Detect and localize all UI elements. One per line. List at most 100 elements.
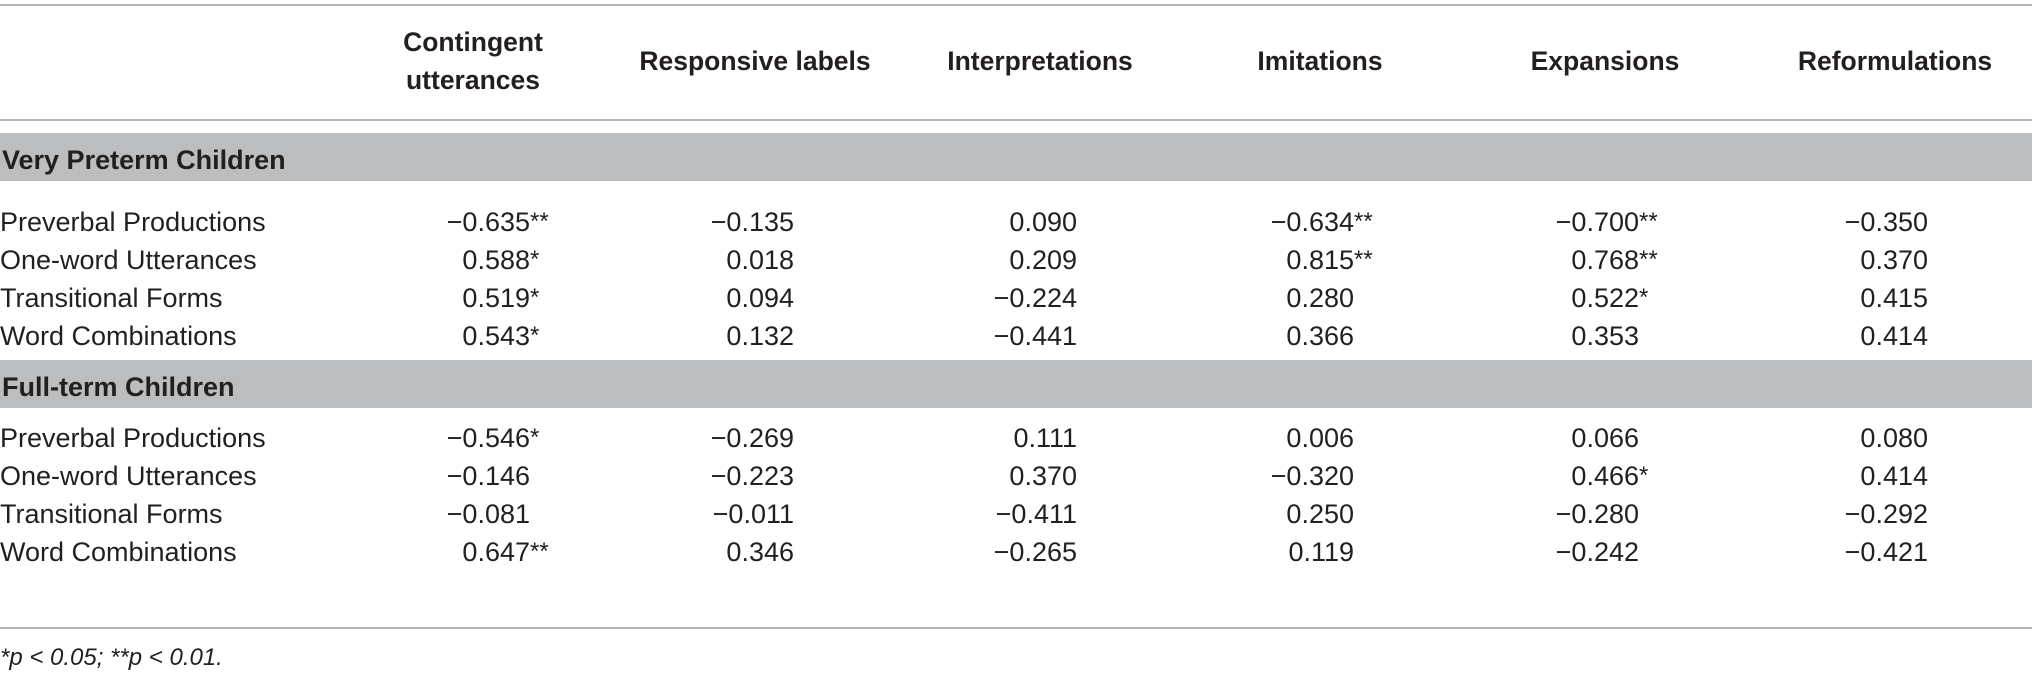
significance-marker: *	[530, 322, 540, 349]
table-cell: −0.292	[1845, 495, 1952, 533]
cell-value: 0.209	[1009, 245, 1077, 275]
cell-value: 0.119	[1288, 537, 1354, 567]
cell-value: 0.815	[1286, 245, 1354, 275]
cell-value: −0.280	[1555, 499, 1639, 529]
row-label: Transitional Forms	[0, 499, 223, 529]
table-cell: −0.081	[447, 495, 554, 533]
cell-value: 0.353	[1571, 321, 1639, 351]
table-cell: −0.700**	[1556, 203, 1663, 241]
cell-value: −0.224	[993, 283, 1077, 313]
table-cell: −0.546*	[447, 419, 554, 457]
table-cell: −0.350	[1845, 203, 1952, 241]
table-cell: 0.090	[1009, 203, 1101, 241]
column-header: Expansions	[1530, 46, 1680, 76]
table-cell: 0.132	[726, 317, 818, 355]
table-cell: −0.146	[447, 457, 554, 495]
table-cell: −0.223	[711, 457, 818, 495]
table-cell: 0.250	[1286, 495, 1378, 533]
cell-value: 0.519	[462, 283, 530, 313]
cell-value: 0.090	[1009, 207, 1077, 237]
table-cell: −0.634**	[1271, 203, 1378, 241]
table-cell: −0.320	[1271, 457, 1378, 495]
cell-value: −0.441	[993, 321, 1077, 351]
cell-value: −0.242	[1555, 537, 1639, 567]
significance-marker: **	[530, 538, 549, 565]
row-label: Word Combinations	[0, 537, 237, 567]
table-cell: −0.421	[1845, 533, 1952, 571]
row-label: Preverbal Productions	[0, 207, 266, 237]
cell-value: 0.522	[1571, 283, 1639, 313]
group-label: Very Preterm Children	[2, 145, 286, 175]
group-band	[0, 360, 2032, 408]
table-cell: −0.411	[996, 495, 1101, 533]
table-cell: 0.346	[726, 533, 818, 571]
table-cell: 0.415	[1860, 279, 1952, 317]
group-band	[0, 133, 2032, 181]
cell-value: 0.415	[1860, 283, 1928, 313]
table-cell: 0.119	[1288, 533, 1378, 571]
table-cell: 0.414	[1860, 317, 1952, 355]
bottom-rule	[0, 627, 2032, 629]
table-cell: 0.066	[1571, 419, 1663, 457]
cell-value: −0.350	[1844, 207, 1928, 237]
cell-value: −0.421	[1844, 537, 1928, 567]
table-cell: −0.135	[711, 203, 818, 241]
table-cell: −0.265	[994, 533, 1101, 571]
cell-value: −0.269	[710, 423, 794, 453]
significance-marker: **	[1354, 246, 1373, 273]
significance-marker: *	[530, 284, 540, 311]
header-rule	[0, 119, 2032, 121]
cell-value: −0.135	[710, 207, 794, 237]
table-cell: 0.366	[1286, 317, 1378, 355]
table-cell: 0.209	[1009, 241, 1101, 279]
table-cell: 0.647**	[462, 533, 554, 571]
cell-value: 0.414	[1860, 461, 1928, 491]
cell-value: 0.370	[1009, 461, 1077, 491]
cell-value: 0.768	[1571, 245, 1639, 275]
table-cell: −0.011	[713, 495, 818, 533]
row-label: One-word Utterances	[0, 245, 257, 275]
table-cell: −0.441	[994, 317, 1101, 355]
cell-value: 0.250	[1286, 499, 1354, 529]
cell-value: 0.466	[1571, 461, 1639, 491]
table-cell: −0.269	[711, 419, 818, 457]
cell-value: −0.146	[446, 461, 530, 491]
cell-value: −0.411	[995, 499, 1077, 529]
row-label: One-word Utterances	[0, 461, 257, 491]
table-cell: 0.815**	[1286, 241, 1378, 279]
table-cell: −0.224	[994, 279, 1101, 317]
cell-value: −0.081	[446, 499, 530, 529]
cell-value: 0.370	[1860, 245, 1928, 275]
row-label: Preverbal Productions	[0, 423, 266, 453]
cell-value: 0.366	[1286, 321, 1354, 351]
significance-marker: **	[1639, 246, 1658, 273]
row-label: Word Combinations	[0, 321, 237, 351]
column-header: Responsive labels	[639, 46, 871, 76]
cell-value: 0.006	[1286, 423, 1354, 453]
table-cell: 0.080	[1860, 419, 1952, 457]
cell-value: 0.066	[1571, 423, 1639, 453]
significance-marker: **	[1354, 208, 1373, 235]
cell-value: −0.011	[712, 499, 794, 529]
table-cell: 0.280	[1286, 279, 1378, 317]
significance-marker: *	[1639, 284, 1649, 311]
cell-value: 0.018	[726, 245, 794, 275]
table-cell: 0.111	[1013, 419, 1101, 457]
table-cell: 0.018	[726, 241, 818, 279]
significance-marker: *	[530, 246, 540, 273]
cell-value: −0.320	[1270, 461, 1354, 491]
cell-value: −0.223	[710, 461, 794, 491]
cell-value: 0.588	[462, 245, 530, 275]
significance-marker: *	[530, 424, 540, 451]
table-cell: −0.242	[1556, 533, 1663, 571]
column-header: Reformulations	[1797, 46, 1993, 76]
column-header: Imitations	[1257, 46, 1383, 76]
cell-value: −0.700	[1555, 207, 1639, 237]
cell-value: 0.132	[726, 321, 794, 351]
cell-value: −0.265	[993, 537, 1077, 567]
significance-marker: **	[1639, 208, 1658, 235]
cell-value: −0.635	[446, 207, 530, 237]
row-label: Transitional Forms	[0, 283, 223, 313]
table-cell: 0.353	[1571, 317, 1663, 355]
